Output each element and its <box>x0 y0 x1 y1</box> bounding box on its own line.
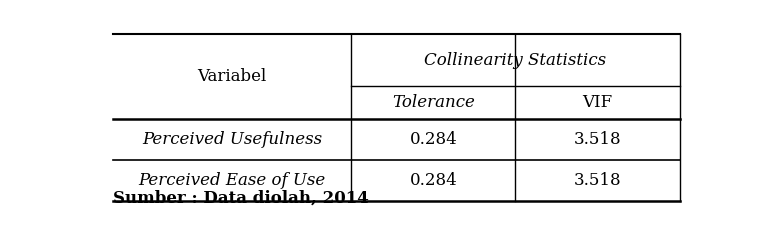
Text: VIF: VIF <box>583 94 613 111</box>
Text: 0.284: 0.284 <box>409 131 457 148</box>
Text: Sumber : Data diolah, 2014: Sumber : Data diolah, 2014 <box>113 189 369 206</box>
Text: 3.518: 3.518 <box>574 131 622 148</box>
Text: Perceived Ease of Use: Perceived Ease of Use <box>139 172 325 189</box>
Text: Perceived Usefulness: Perceived Usefulness <box>142 131 322 148</box>
Text: Collinearity Statistics: Collinearity Statistics <box>424 52 607 69</box>
Text: Tolerance: Tolerance <box>392 94 475 111</box>
Text: Variabel: Variabel <box>197 68 267 85</box>
Text: 0.284: 0.284 <box>409 172 457 189</box>
Text: 3.518: 3.518 <box>574 172 622 189</box>
